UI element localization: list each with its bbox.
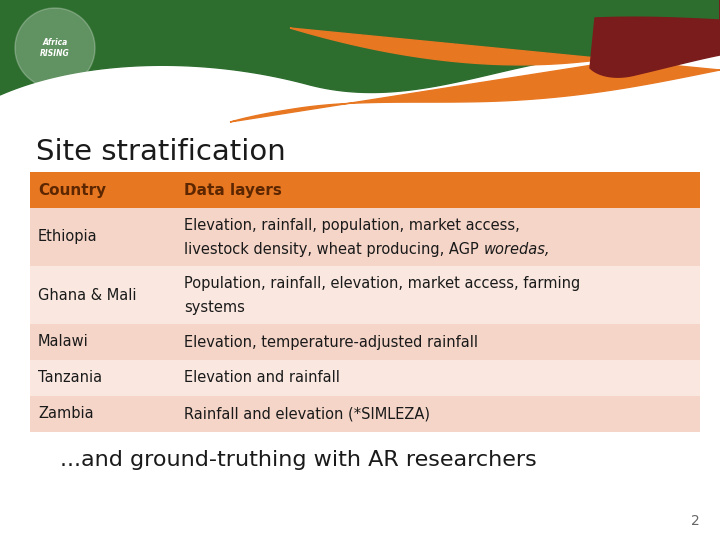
- Bar: [30, 266, 700, 324]
- Text: Data layers: Data layers: [184, 183, 282, 198]
- Text: woredas,: woredas,: [483, 242, 550, 257]
- Bar: [30, 172, 700, 208]
- Text: Elevation and rainfall: Elevation and rainfall: [184, 370, 340, 386]
- Text: Site stratification: Site stratification: [36, 138, 286, 166]
- Text: Ghana & Mali: Ghana & Mali: [38, 287, 137, 302]
- Text: Africa
RISING: Africa RISING: [40, 38, 70, 58]
- Text: Elevation, temperature-adjusted rainfall: Elevation, temperature-adjusted rainfall: [184, 334, 478, 349]
- Text: Rainfall and elevation (*SIMLEZA): Rainfall and elevation (*SIMLEZA): [184, 407, 430, 422]
- Text: Population, rainfall, elevation, market access, farming: Population, rainfall, elevation, market …: [184, 276, 580, 291]
- Polygon shape: [230, 28, 720, 122]
- Text: 2: 2: [691, 514, 700, 528]
- Bar: [30, 396, 700, 432]
- Polygon shape: [0, 0, 720, 95]
- Text: Tanzania: Tanzania: [38, 370, 102, 386]
- Text: Country: Country: [38, 183, 106, 198]
- Text: Zambia: Zambia: [38, 407, 94, 422]
- Bar: [30, 360, 700, 396]
- Bar: [30, 324, 700, 360]
- Text: Ethiopia: Ethiopia: [38, 230, 98, 245]
- Polygon shape: [590, 0, 720, 77]
- Circle shape: [15, 8, 95, 88]
- Bar: [30, 208, 700, 266]
- Text: Elevation, rainfall, population, market access,: Elevation, rainfall, population, market …: [184, 218, 520, 233]
- Text: ...and ground-truthing with AR researchers: ...and ground-truthing with AR researche…: [60, 450, 536, 470]
- Text: systems: systems: [184, 300, 245, 315]
- Text: Malawi: Malawi: [38, 334, 89, 349]
- Text: livestock density, wheat producing, AGP: livestock density, wheat producing, AGP: [184, 242, 483, 257]
